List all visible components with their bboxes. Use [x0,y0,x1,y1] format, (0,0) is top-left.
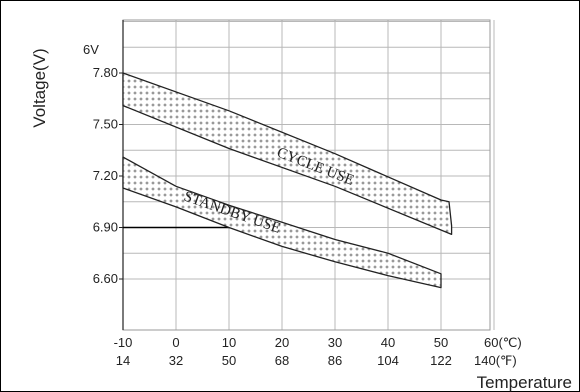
band-cycle-use [122,72,453,236]
x-tick-label-celsius: 0 [172,335,179,350]
y-axis-title: Voltage(V) [30,48,49,127]
x-tick-label-fahrenheit: 68 [275,353,289,368]
x-tick-label-celsius: -10 [114,335,133,350]
y-unit-label: 6V [83,42,99,57]
band-standby-use [122,156,442,289]
x-tick-label-celsius: 20 [275,335,289,350]
x-tick-label-celsius: 40 [381,335,395,350]
x-tick-label-celsius: 10 [222,335,236,350]
x-tick-label-fahrenheit: 14 [116,353,130,368]
x-tick-label-fahrenheit: 140(℉) [474,353,517,368]
y-tick-label: 7.20 [93,168,118,183]
x-tick-label-celsius: 60(℃) [484,335,522,350]
y-tick-label: 7.50 [93,117,118,132]
x-tick-label-celsius: 50 [434,335,448,350]
x-tick-label-fahrenheit: 104 [377,353,399,368]
x-tick-label-fahrenheit: 122 [430,353,452,368]
x-tick-label-fahrenheit: 50 [222,353,236,368]
x-tick-label-celsius: 30 [328,335,342,350]
y-tick-label: 6.60 [93,271,118,286]
y-tick-label: 6.90 [93,220,118,235]
y-tick-label: 7.80 [93,65,118,80]
x-tick-label-fahrenheit: 32 [169,353,183,368]
x-axis-title: Temperature [477,373,572,392]
x-tick-label-fahrenheit: 86 [328,353,342,368]
